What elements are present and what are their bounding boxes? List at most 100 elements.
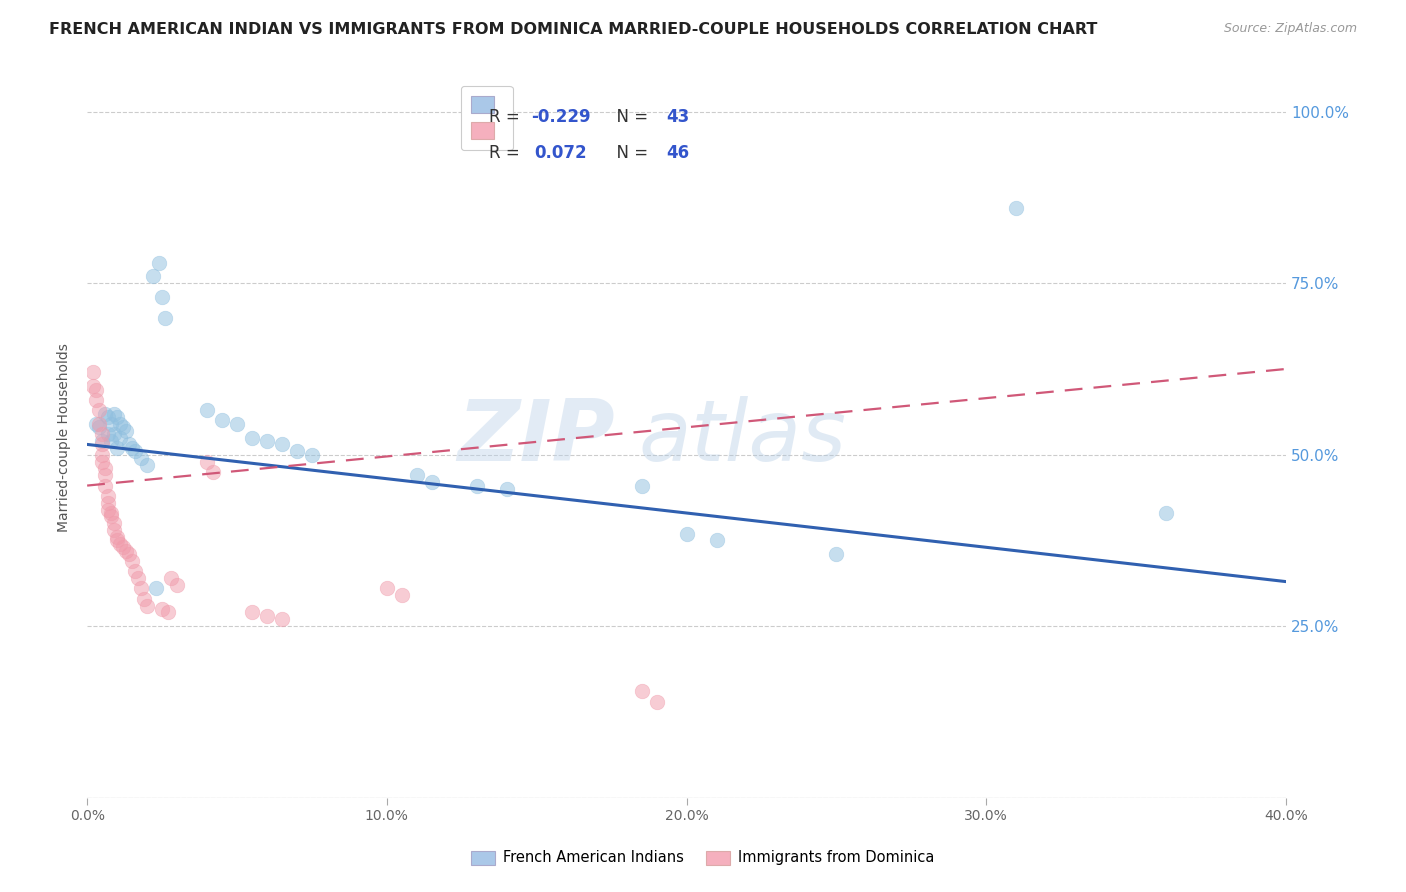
Point xyxy=(675,526,697,541)
Point xyxy=(89,417,111,431)
Text: R =: R = xyxy=(489,145,530,162)
Point xyxy=(105,533,128,548)
Point xyxy=(136,458,159,472)
Point xyxy=(91,437,114,451)
Point xyxy=(240,606,263,620)
Point xyxy=(495,482,517,496)
Point xyxy=(84,392,107,407)
Point xyxy=(121,441,143,455)
Point xyxy=(97,409,120,424)
Point xyxy=(115,543,138,558)
Point xyxy=(391,588,413,602)
Point xyxy=(108,431,131,445)
Point xyxy=(112,420,135,434)
Point xyxy=(630,684,652,698)
Point xyxy=(150,602,173,616)
Point xyxy=(97,427,120,442)
Point xyxy=(1005,201,1028,215)
Point xyxy=(127,571,149,585)
Point xyxy=(420,475,443,490)
Point xyxy=(706,533,728,548)
Text: FRENCH AMERICAN INDIAN VS IMMIGRANTS FROM DOMINICA MARRIED-COUPLE HOUSEHOLDS COR: FRENCH AMERICAN INDIAN VS IMMIGRANTS FRO… xyxy=(49,22,1098,37)
Point xyxy=(226,417,249,431)
Point xyxy=(256,608,278,623)
Point xyxy=(91,434,114,448)
Point xyxy=(89,403,111,417)
Point xyxy=(84,417,107,431)
Point xyxy=(142,269,165,284)
Legend: , : , xyxy=(461,86,513,151)
Point xyxy=(256,434,278,448)
Point xyxy=(195,403,218,417)
Point xyxy=(94,407,117,421)
Point xyxy=(136,599,159,613)
Point xyxy=(124,564,146,578)
Point xyxy=(84,383,107,397)
Text: Source: ZipAtlas.com: Source: ZipAtlas.com xyxy=(1223,22,1357,36)
Point xyxy=(103,427,125,442)
Point xyxy=(202,465,225,479)
Point xyxy=(630,478,652,492)
Y-axis label: Married-couple Households: Married-couple Households xyxy=(58,343,72,532)
Point xyxy=(105,441,128,455)
Point xyxy=(82,365,104,379)
Point xyxy=(271,612,294,626)
Text: ZIP: ZIP xyxy=(457,396,614,479)
Point xyxy=(97,489,120,503)
Text: N =: N = xyxy=(606,145,654,162)
Point xyxy=(240,431,263,445)
Point xyxy=(91,427,114,442)
Point xyxy=(124,444,146,458)
Point xyxy=(118,437,141,451)
Point xyxy=(103,523,125,537)
Point xyxy=(129,451,152,466)
Point xyxy=(153,310,176,325)
Point xyxy=(100,509,122,524)
Point xyxy=(115,424,138,438)
Point xyxy=(103,516,125,531)
Point xyxy=(301,448,323,462)
Point xyxy=(89,420,111,434)
Text: 46: 46 xyxy=(666,145,689,162)
Point xyxy=(160,571,183,585)
Point xyxy=(150,290,173,304)
Point xyxy=(91,454,114,468)
Point xyxy=(108,537,131,551)
Point xyxy=(129,582,152,596)
Point xyxy=(100,434,122,448)
Point xyxy=(105,530,128,544)
Point xyxy=(82,379,104,393)
Point xyxy=(405,468,427,483)
Point xyxy=(94,468,117,483)
Point xyxy=(100,506,122,520)
Text: 0.072: 0.072 xyxy=(534,145,586,162)
Point xyxy=(271,437,294,451)
Point xyxy=(148,255,170,269)
Point xyxy=(108,417,131,431)
Text: R =: R = xyxy=(489,108,524,126)
Point xyxy=(166,578,188,592)
Point xyxy=(195,454,218,468)
Point xyxy=(145,582,167,596)
Point xyxy=(375,582,398,596)
Point xyxy=(94,478,117,492)
Point xyxy=(112,541,135,555)
Point xyxy=(118,547,141,561)
Point xyxy=(97,502,120,516)
Text: atlas: atlas xyxy=(638,396,846,479)
Point xyxy=(465,478,488,492)
Point xyxy=(825,547,848,561)
Point xyxy=(121,554,143,568)
Point xyxy=(97,496,120,510)
Point xyxy=(105,409,128,424)
Legend: French American Indians, Immigrants from Dominica: French American Indians, Immigrants from… xyxy=(465,845,941,871)
Point xyxy=(645,695,668,709)
Text: N =: N = xyxy=(606,108,654,126)
Point xyxy=(91,448,114,462)
Point xyxy=(132,591,155,606)
Point xyxy=(157,606,180,620)
Text: -0.229: -0.229 xyxy=(530,108,591,126)
Text: 43: 43 xyxy=(666,108,689,126)
Point xyxy=(1154,506,1177,520)
Point xyxy=(94,461,117,475)
